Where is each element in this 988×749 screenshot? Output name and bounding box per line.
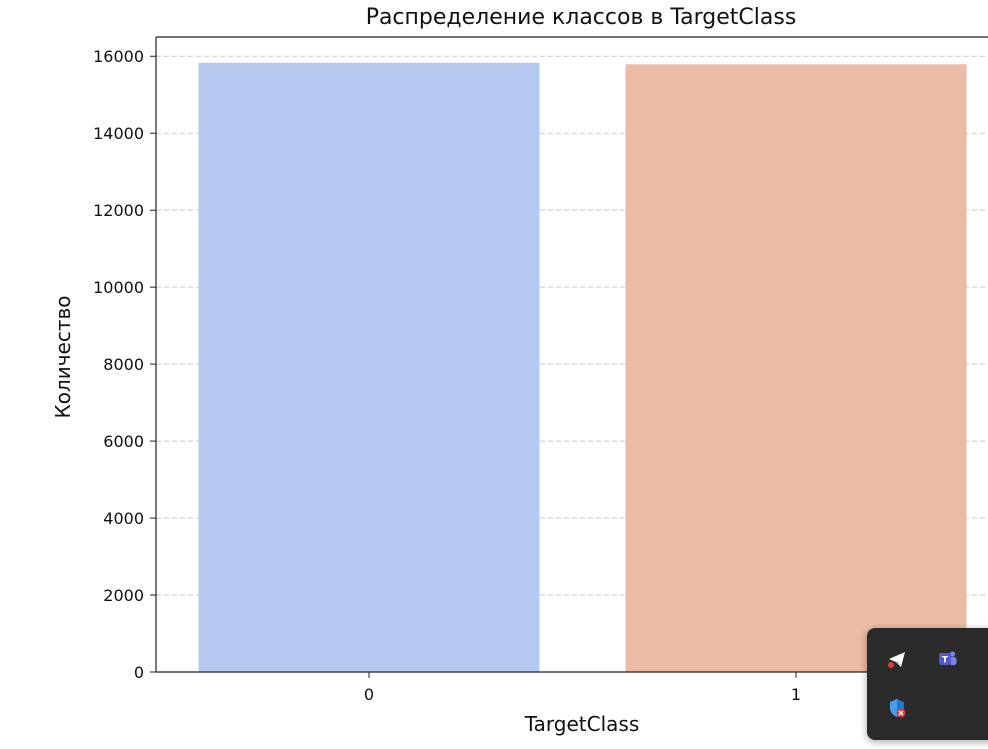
y-tick-label: 16000 — [93, 47, 144, 66]
x-tick-label: 0 — [364, 685, 374, 704]
y-tick-label: 14000 — [93, 124, 144, 143]
windows-defender-icon[interactable] — [886, 697, 908, 719]
bar-1 — [625, 64, 967, 673]
x-tick-label: 1 — [791, 685, 801, 704]
chart-title: Распределение классов в TargetClass — [366, 5, 797, 30]
svg-text:T: T — [942, 656, 949, 666]
axes — [155, 36, 988, 673]
telegram-icon[interactable] — [886, 648, 908, 670]
bar-0 — [198, 62, 540, 672]
y-tick-label: 10000 — [93, 278, 144, 297]
x-axis-label: TargetClass — [524, 712, 640, 736]
system-tray-overflow-panel: T — [867, 628, 988, 740]
teams-icon[interactable]: T — [937, 648, 959, 670]
y-tick-label: 6000 — [103, 432, 144, 451]
y-tick-label: 2000 — [103, 586, 144, 605]
y-tick-label: 8000 — [103, 355, 144, 374]
y-axis-label: Количество — [51, 295, 75, 418]
y-tick-label: 0 — [134, 663, 144, 682]
bars — [198, 62, 967, 673]
y-tick-label: 12000 — [93, 201, 144, 220]
y-tick-label: 4000 — [103, 509, 144, 528]
y-axis-ticks: 0 2000 4000 6000 8000 10000 12000 14000 16000 — [93, 47, 156, 682]
